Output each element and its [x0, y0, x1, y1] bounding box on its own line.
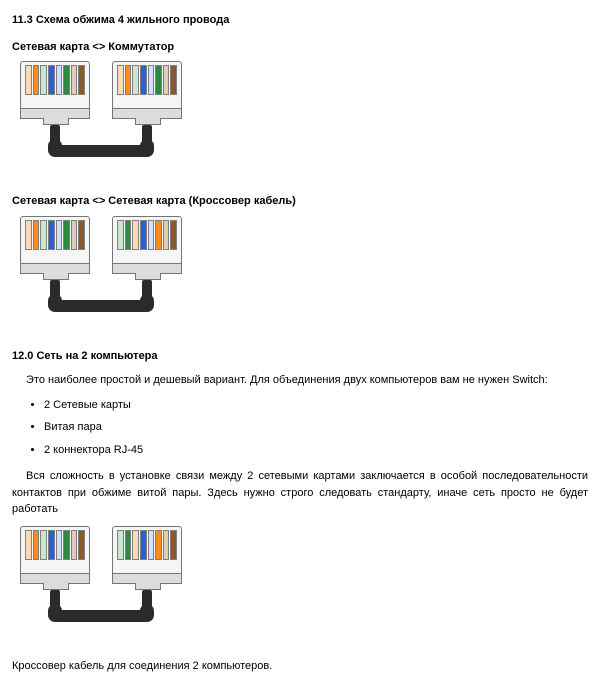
wire [56, 65, 63, 95]
diagram-c [12, 526, 202, 646]
rj45-plug-right [112, 526, 182, 584]
rj45-plug-right [112, 216, 182, 274]
diagram-c-caption: Кроссовер кабель для соединения 2 компью… [12, 658, 588, 675]
wire [125, 530, 132, 560]
wire [33, 65, 40, 95]
wire [170, 530, 177, 560]
wire [140, 65, 147, 95]
wire [140, 220, 147, 250]
wire [71, 220, 78, 250]
cable-run [52, 610, 150, 622]
diagram-b [12, 216, 202, 336]
wire [71, 65, 78, 95]
wire [117, 220, 124, 250]
plug-body [20, 216, 90, 264]
wire [63, 220, 70, 250]
wire [117, 65, 124, 95]
wire [155, 530, 162, 560]
rj45-plug-left [20, 61, 90, 119]
wire [71, 530, 78, 560]
wire [63, 530, 70, 560]
plug-clip [43, 583, 69, 590]
plug-clip [43, 273, 69, 280]
wire [170, 220, 177, 250]
wire [155, 65, 162, 95]
wire [170, 65, 177, 95]
wire [25, 220, 32, 250]
wire [78, 220, 85, 250]
wire [148, 220, 155, 250]
wire [155, 220, 162, 250]
wire [148, 65, 155, 95]
wire [163, 220, 170, 250]
plug-body [112, 216, 182, 264]
wire [125, 220, 132, 250]
plug-body [112, 526, 182, 574]
plug-body [112, 61, 182, 109]
plug-bottom [112, 264, 182, 274]
plug-bottom [112, 574, 182, 584]
wire [140, 530, 147, 560]
plug-bottom [20, 264, 90, 274]
wire [40, 65, 47, 95]
wire [117, 530, 124, 560]
diagram-b-label: Сетевая карта <> Сетевая карта (Кроссове… [12, 193, 588, 210]
wire [40, 530, 47, 560]
rj45-plug-left [20, 526, 90, 584]
plug-body [20, 61, 90, 109]
wire [148, 530, 155, 560]
cable-run [52, 300, 150, 312]
wire [33, 530, 40, 560]
wire [56, 530, 63, 560]
plug-bottom [20, 574, 90, 584]
wire [40, 220, 47, 250]
plug-bottom [112, 109, 182, 119]
section-12_0-intro: Это наиболее простой и дешевый вариант. … [12, 372, 588, 389]
plug-clip [43, 118, 69, 125]
cable-run [52, 145, 150, 157]
diagram-a-label: Сетевая карта <> Коммутатор [12, 39, 588, 56]
rj45-plug-left [20, 216, 90, 274]
wire [163, 530, 170, 560]
requirements-list: 2 Сетевые карты Витая пара 2 коннектора … [12, 397, 588, 459]
plug-clip [135, 118, 161, 125]
wire [132, 220, 139, 250]
wire [56, 220, 63, 250]
plug-bottom [20, 109, 90, 119]
wire [132, 530, 139, 560]
list-item: 2 коннектора RJ-45 [44, 442, 588, 459]
list-item: 2 Сетевые карты [44, 397, 588, 414]
wire [48, 65, 55, 95]
wire [78, 65, 85, 95]
diagram-a [12, 61, 202, 181]
rj45-plug-right [112, 61, 182, 119]
section-12_0-para: Вся сложность в установке связи между 2 … [12, 468, 588, 518]
list-item: Витая пара [44, 419, 588, 436]
wire [33, 220, 40, 250]
section-11_3-heading: 11.3 Схема обжима 4 жильного провода [12, 12, 588, 29]
wire [48, 220, 55, 250]
wire [25, 65, 32, 95]
wire [48, 530, 55, 560]
wire [163, 65, 170, 95]
wire [78, 530, 85, 560]
wire [63, 65, 70, 95]
plug-body [20, 526, 90, 574]
wire [125, 65, 132, 95]
plug-clip [135, 583, 161, 590]
wire [25, 530, 32, 560]
plug-clip [135, 273, 161, 280]
section-12_0-heading: 12.0 Сеть на 2 компьютера [12, 348, 588, 365]
wire [132, 65, 139, 95]
